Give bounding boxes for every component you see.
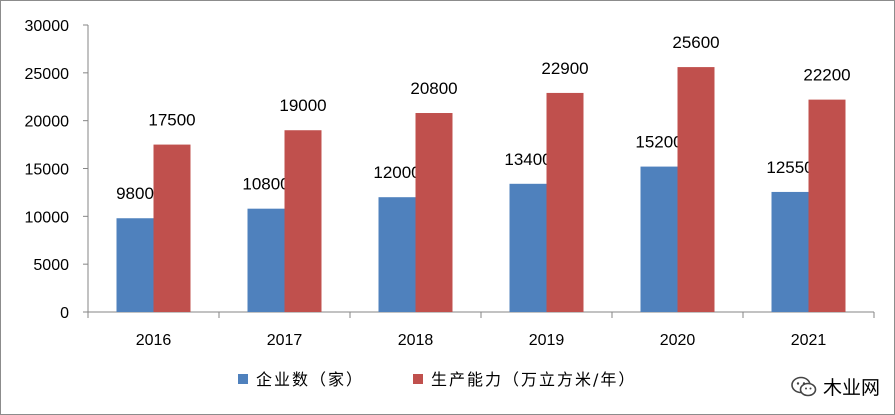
bar-enterprises-2020 [640, 166, 678, 312]
data-label: 12550 [766, 158, 813, 177]
bar-enterprises-2017 [247, 208, 285, 312]
data-label: 22900 [541, 59, 588, 78]
y-tick-label: 5000 [33, 257, 69, 274]
wechat-icon [791, 376, 817, 396]
data-label: 12000 [373, 163, 420, 182]
data-label: 10800 [242, 175, 289, 194]
data-label: 13400 [504, 150, 551, 169]
y-tick-label: 15000 [25, 162, 70, 179]
x-tick-label: 2016 [136, 332, 172, 349]
bar-capacity-2019 [546, 92, 584, 312]
data-label: 20800 [410, 79, 457, 98]
y-tick-label: 20000 [25, 114, 70, 131]
x-tick-label: 2019 [529, 332, 565, 349]
bar-enterprises-2021 [771, 191, 809, 312]
watermark-text: 木业网 [822, 377, 880, 399]
legend-swatch [413, 374, 423, 384]
bar-enterprises-2016 [116, 218, 154, 312]
y-tick-label: 10000 [25, 209, 70, 226]
bar-enterprises-2018 [378, 197, 416, 312]
watermark: 木业网 [791, 373, 880, 400]
x-tick-label: 2021 [791, 332, 827, 349]
data-label: 25600 [672, 33, 719, 52]
data-label: 9800 [116, 184, 154, 203]
x-tick-label: 2020 [660, 332, 696, 349]
data-label: 15200 [635, 133, 682, 152]
bar-capacity-2020 [677, 67, 715, 313]
bar-enterprises-2019 [509, 183, 547, 312]
legend-label: 生产能力（万立方米/年） [431, 370, 636, 389]
bar-capacity-2016 [153, 144, 191, 312]
legend-label: 企业数（家） [256, 370, 364, 389]
legend-swatch [238, 374, 248, 384]
data-label: 17500 [148, 111, 195, 130]
x-tick-label: 2017 [267, 332, 303, 349]
bar-capacity-2017 [284, 130, 322, 312]
y-tick-label: 0 [60, 305, 69, 322]
y-tick-label: 25000 [25, 66, 70, 83]
y-tick-label: 30000 [25, 18, 70, 35]
data-label: 22200 [803, 66, 850, 85]
x-tick-label: 2018 [398, 332, 434, 349]
bar-capacity-2021 [808, 99, 846, 313]
bar-capacity-2018 [415, 113, 453, 312]
data-label: 19000 [279, 96, 326, 115]
